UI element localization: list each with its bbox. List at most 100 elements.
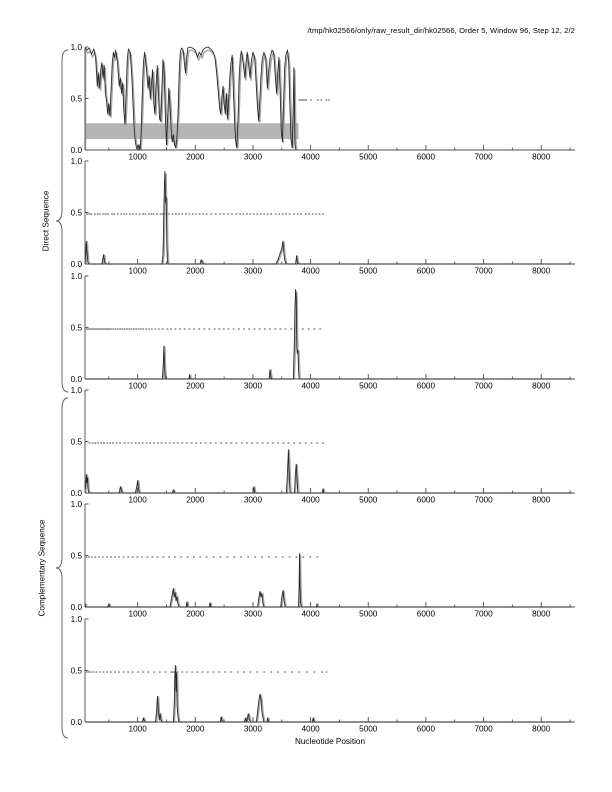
axes	[84, 275, 575, 380]
y-tick-label: 0.5	[71, 324, 83, 333]
signal-dash-marks	[88, 442, 324, 444]
x-tick-label: 1000	[129, 496, 148, 505]
x-tick-label: 2000	[186, 382, 205, 391]
x-tick-label: 7000	[474, 725, 493, 734]
x-tick-label: 1000	[129, 267, 148, 276]
axes	[84, 618, 575, 723]
x-tick-label: 2000	[186, 610, 205, 619]
y-tick-label: 0.0	[71, 375, 83, 384]
x-tick-label: 3000	[244, 267, 263, 276]
y-tick-label: 0.0	[71, 718, 83, 727]
x-tick-label: 5000	[359, 153, 378, 162]
x-tick-label: 5000	[359, 382, 378, 391]
x-tick-label: 6000	[417, 267, 436, 276]
curve-shadow	[85, 554, 572, 608]
y-tick-label: 0.0	[71, 146, 83, 155]
y-tick-label: 0.5	[71, 209, 83, 218]
x-tick-label: 7000	[474, 382, 493, 391]
y-tick-label: 0.5	[71, 552, 83, 561]
x-tick-label: 2000	[186, 267, 205, 276]
x-tick-label: 7000	[474, 267, 493, 276]
x-axis-title: Nucleotide Position	[294, 737, 366, 746]
typical-region-bar	[85, 123, 299, 139]
x-tick-label: 6000	[417, 725, 436, 734]
y-tick-label: 0.5	[71, 667, 83, 676]
signal-dash-marks	[85, 671, 328, 673]
signal-dash-marks	[85, 328, 322, 330]
probability-curve	[85, 449, 572, 494]
curve-shadow	[85, 49, 298, 151]
x-tick-label: 6000	[417, 610, 436, 619]
curve-shadow	[85, 450, 572, 494]
y-tick-label: 0.5	[71, 438, 83, 447]
x-tick-label: 4000	[301, 153, 320, 162]
x-tick-label: 3000	[244, 496, 263, 505]
probability-curve	[85, 46, 298, 151]
y-tick-label: 1.0	[71, 615, 83, 624]
y-tick-label: 1.0	[71, 386, 83, 395]
y-tick-label: 1.0	[71, 272, 83, 281]
x-tick-label: 3000	[244, 382, 263, 391]
x-tick-label: 5000	[359, 496, 378, 505]
x-tick-label: 4000	[301, 496, 320, 505]
complementary-sequence-brace	[55, 397, 69, 739]
x-tick-label: 7000	[474, 153, 493, 162]
y-tick-label: 0.5	[71, 95, 83, 104]
axes	[84, 160, 575, 265]
curve-line	[85, 552, 570, 608]
x-tick-label: 1000	[129, 610, 148, 619]
x-tick-label: 2000	[186, 725, 205, 734]
x-tick-label: 8000	[532, 725, 551, 734]
probability-curve	[85, 170, 572, 265]
probability-curve	[85, 664, 572, 723]
panel-complementary-frame-2: 1.0 0.5 0.0 1000 2000 3000 4000 5000 6000 7000 800…	[71, 500, 575, 619]
panel-complementary-frame-1: 1.0 0.5 0.0 1000 2000 3000 4000 5000 6000 7000 800…	[71, 386, 575, 505]
x-tick-label: 5000	[359, 267, 378, 276]
x-tick-label: 1000	[129, 382, 148, 391]
y-tick-label: 1.0	[71, 500, 83, 509]
signal-dash-marks	[86, 213, 324, 215]
x-tick-label: 4000	[301, 725, 320, 734]
probability-curve	[85, 288, 572, 380]
curve-line	[85, 664, 570, 723]
plot-title: /tmp/hk02566/only/raw_result_dir/hk02566…	[307, 26, 575, 35]
x-tick-label: 3000	[244, 725, 263, 734]
direct-sequence-axis-label: Direct Sequence	[41, 190, 51, 252]
x-tick-label: 5000	[359, 610, 378, 619]
x-tick-label: 8000	[532, 496, 551, 505]
panel-direct-coding-potential: 1.0 0.5 0.0 1000 2000 3000 4000 5000 6000 7000 800…	[71, 43, 575, 162]
y-tick-label: 0.0	[71, 489, 83, 498]
axes	[84, 389, 575, 494]
y-tick-label: 0.0	[71, 603, 83, 612]
y-tick-label: 1.0	[71, 43, 83, 52]
x-tick-label: 8000	[532, 153, 551, 162]
panel-complementary-frame-3: 1.0 0.5 0.0 1000 2000 3000 4000 5000 6000 7000 800…	[71, 615, 575, 734]
x-tick-label: 8000	[532, 267, 551, 276]
complementary-sequence-axis-label: Complementary Sequence	[37, 519, 47, 617]
signal-dash-marks	[298, 99, 330, 101]
x-tick-label: 5000	[359, 725, 378, 734]
curve-line	[85, 288, 570, 380]
curve-shadow	[85, 291, 572, 380]
y-tick-label: 0.0	[71, 260, 83, 269]
curve-line	[85, 46, 297, 151]
x-tick-label: 3000	[244, 610, 263, 619]
y-tick-label: 1.0	[71, 157, 83, 166]
x-tick-label: 8000	[532, 382, 551, 391]
x-tick-label: 2000	[186, 153, 205, 162]
axes	[84, 503, 575, 608]
x-tick-label: 6000	[417, 382, 436, 391]
x-tick-label: 4000	[301, 610, 320, 619]
axes	[84, 46, 575, 151]
panel-direct-frame-1: 1.0 0.5 0.0 1000 2000 3000 4000 5000 6000 7000 800…	[71, 157, 575, 276]
x-tick-label: 4000	[301, 267, 320, 276]
curve-line	[85, 170, 570, 265]
x-tick-label: 1000	[129, 153, 148, 162]
x-tick-label: 7000	[474, 610, 493, 619]
x-tick-label: 4000	[301, 382, 320, 391]
x-tick-label: 8000	[532, 610, 551, 619]
panel-direct-frame-2: 1.0 0.5 0.0 1000 2000 3000 4000 5000 6000 7000 800…	[71, 272, 575, 391]
probability-curve	[85, 552, 572, 608]
